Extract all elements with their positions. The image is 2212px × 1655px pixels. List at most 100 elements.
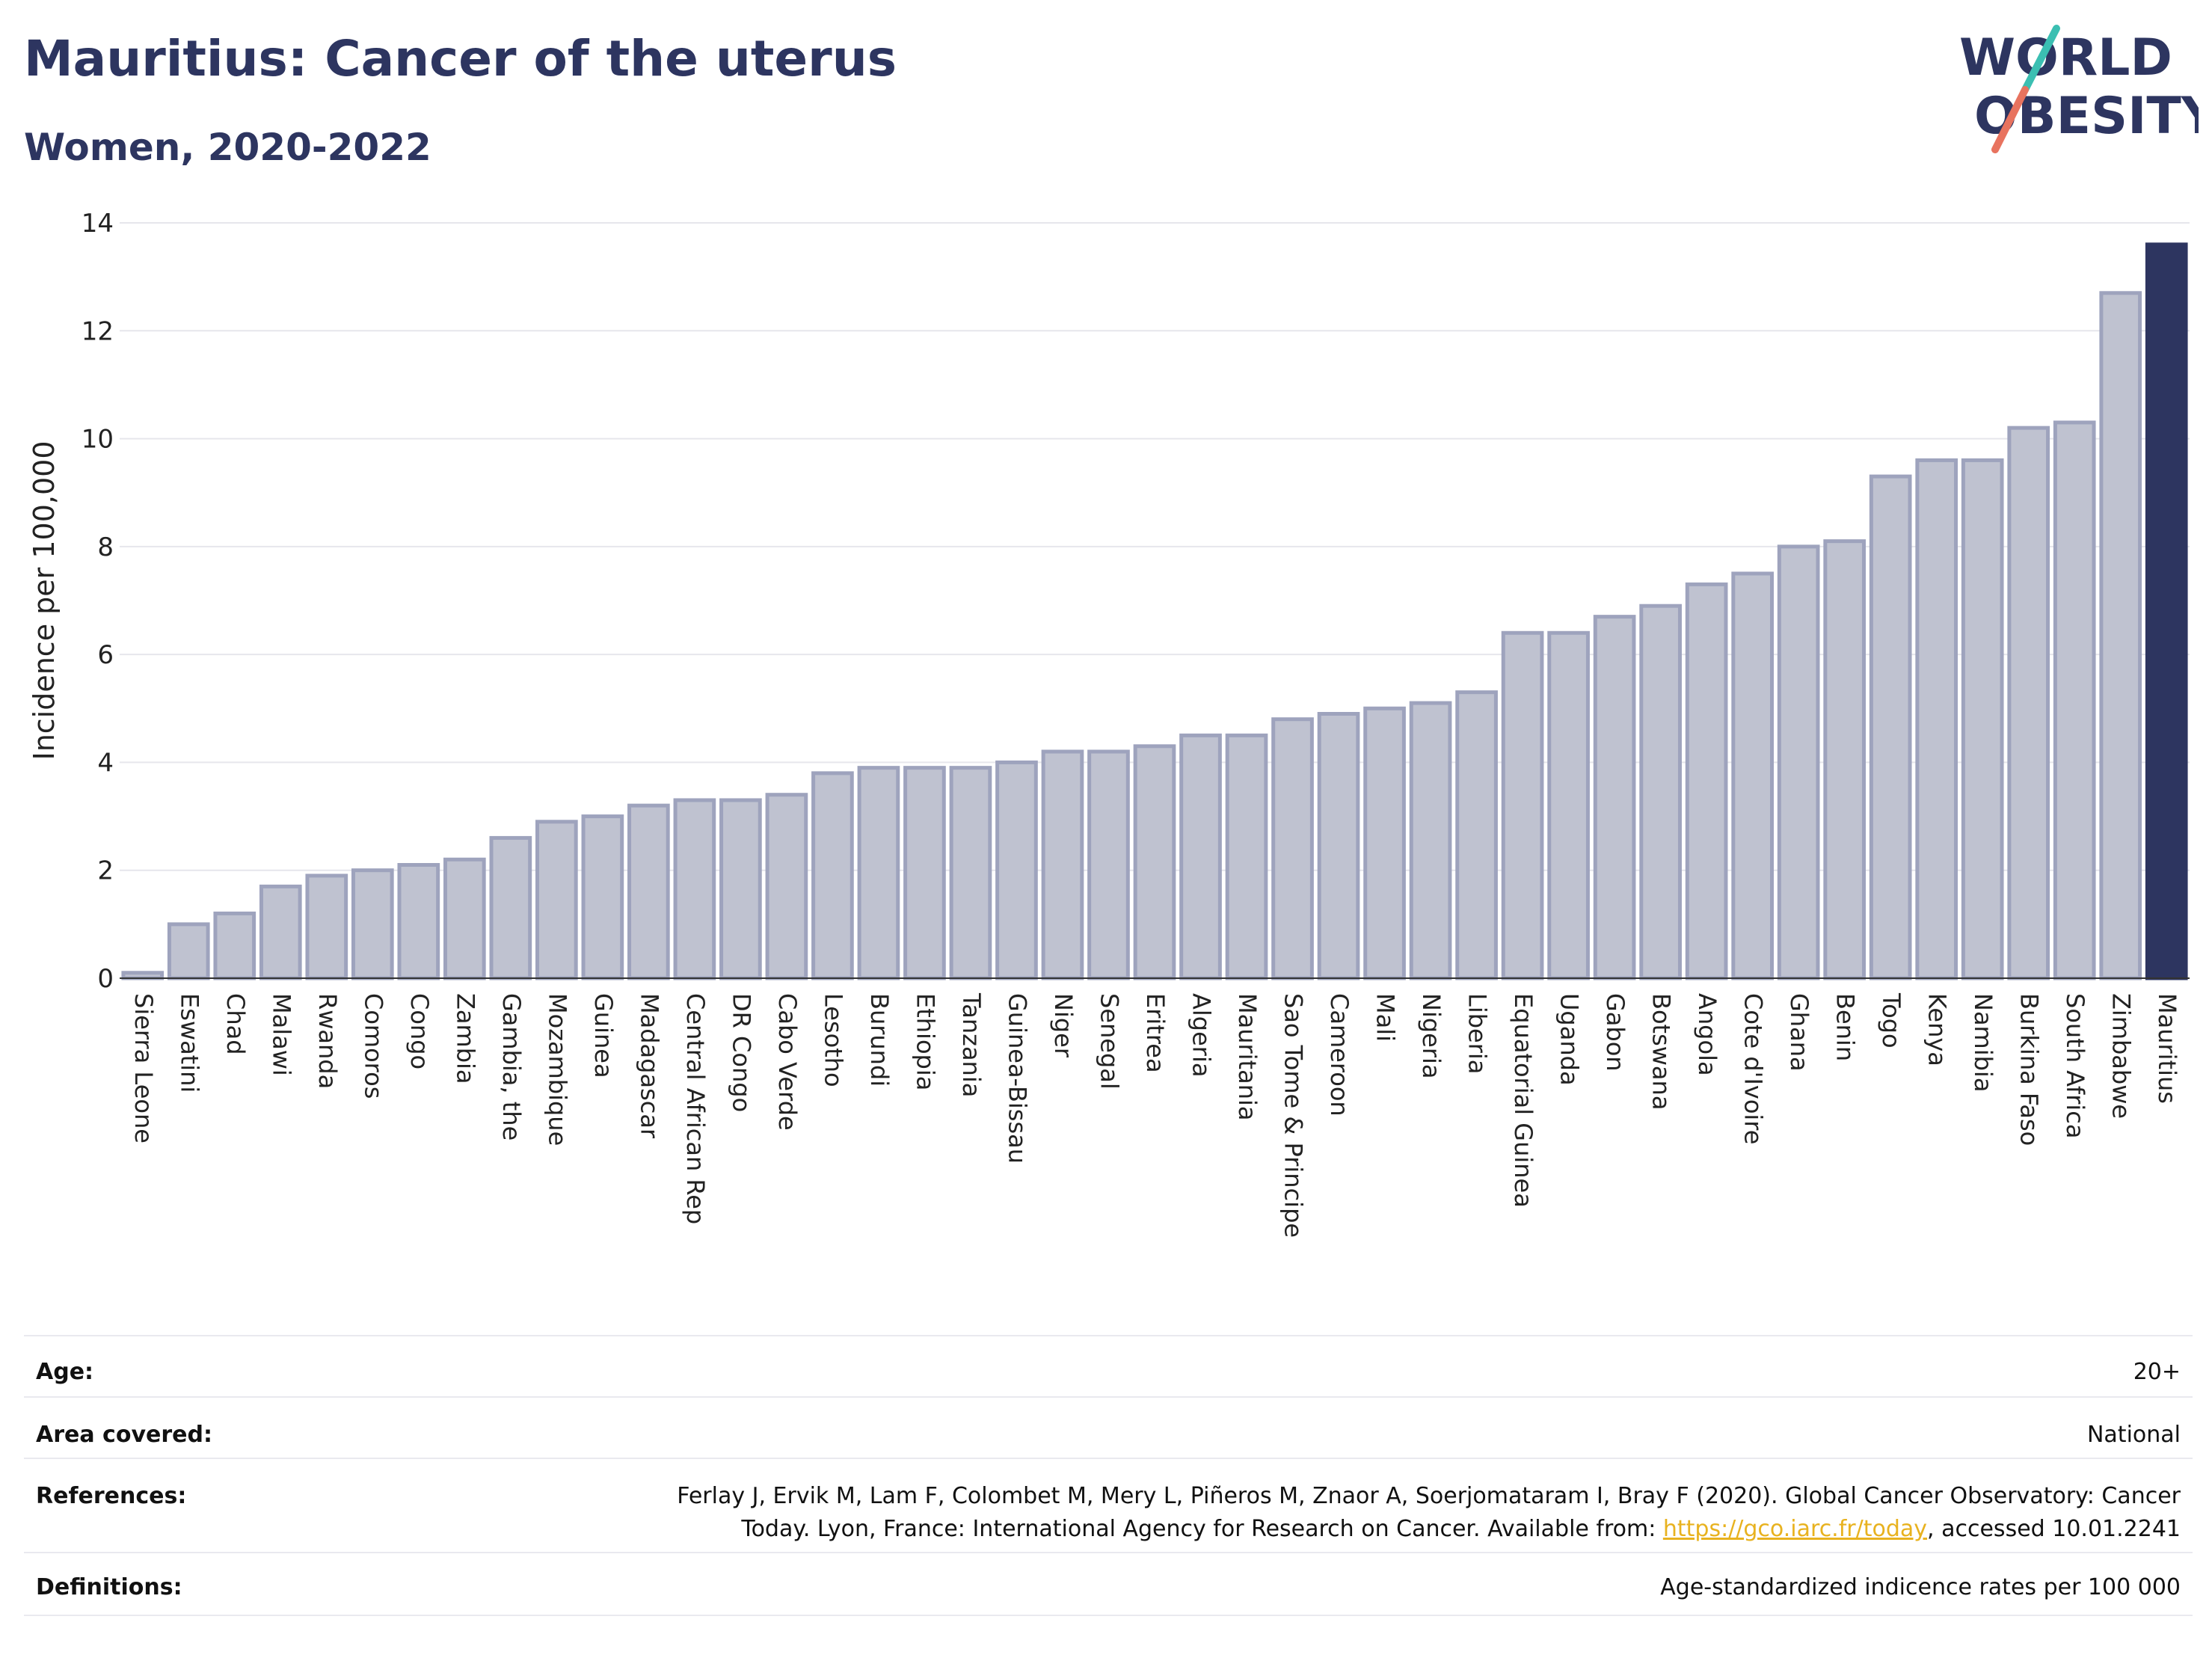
- category-label: Senegal: [1095, 993, 1123, 1090]
- category-label: Burundi: [865, 993, 894, 1087]
- age-value: 20+: [2133, 1359, 2181, 1385]
- definitions-value: Age-standardized indicence rates per 100…: [1660, 1574, 2181, 1600]
- page-title: Mauritius: Cancer of the uterus: [24, 30, 897, 87]
- bar-kenya: [1915, 458, 1958, 980]
- category-label: Guinea: [589, 993, 618, 1078]
- category-label: Congo: [405, 993, 434, 1069]
- bar-togo: [1869, 474, 1912, 980]
- category-label: Cabo Verde: [773, 993, 802, 1131]
- bar-senegal: [1087, 749, 1130, 980]
- bar-ethiopia: [903, 766, 946, 980]
- category-label: Equatorial Guinea: [1509, 993, 1537, 1208]
- category-label: Benin: [1831, 993, 1860, 1061]
- category-label: Central African Rep: [681, 993, 710, 1224]
- bar-benin: [1823, 539, 1867, 980]
- bar-mali: [1363, 706, 1406, 980]
- bar-zimbabwe: [2099, 291, 2142, 980]
- logo-slash-teal-icon: [2021, 25, 2060, 93]
- category-label: Liberia: [1463, 993, 1492, 1074]
- y-axis-label: Incidence per 100,000: [28, 440, 61, 760]
- y-tick-label: 8: [97, 532, 114, 562]
- bar-equatorial-guinea: [1501, 630, 1544, 980]
- references-link[interactable]: https://gco.iarc.fr/today: [1662, 1516, 1928, 1542]
- definitions-label: Definitions:: [36, 1574, 182, 1600]
- bar-mauritania: [1225, 733, 1268, 980]
- category-label: Algeria: [1188, 993, 1216, 1077]
- bar-sierra-leone: [121, 971, 165, 980]
- category-label: Tanzania: [957, 992, 986, 1097]
- bar-cote-d-ivoire: [1731, 571, 1774, 980]
- bar-uganda: [1547, 630, 1590, 980]
- category-label: Eritrea: [1141, 993, 1170, 1073]
- bar-tanzania: [949, 766, 992, 980]
- category-label: Malawi: [267, 993, 295, 1076]
- category-label: Ethiopia: [911, 993, 939, 1090]
- category-label: Angola: [1693, 993, 1721, 1076]
- bar-niger: [1041, 749, 1084, 980]
- bar-ghana: [1777, 544, 1820, 980]
- area-label: Area covered:: [36, 1422, 212, 1448]
- bar-nigeria: [1409, 701, 1452, 980]
- y-tick-label: 14: [82, 209, 114, 239]
- meta-row-age: Age: 20+: [24, 1335, 2193, 1398]
- y-tick-label: 10: [82, 425, 114, 455]
- bar-angola: [1685, 582, 1728, 980]
- area-value: National: [2086, 1422, 2181, 1448]
- bar-chart: 0 2 4 6 8 10 12 14 Incidence per 100,000 Sierra…: [28, 209, 2190, 1238]
- bar-burundi: [857, 766, 900, 980]
- bar-namibia: [1961, 458, 2004, 980]
- bar-botswana: [1639, 604, 1682, 980]
- category-label: Mauritius: [2153, 993, 2181, 1104]
- category-label: DR Congo: [727, 993, 755, 1112]
- meta-row-definitions: Definitions: Age-standardized indicence …: [24, 1552, 2193, 1616]
- bar-zambia: [443, 857, 486, 980]
- bar-cameroon: [1317, 712, 1360, 980]
- references-line2: Today. Lyon, France: International Agenc…: [677, 1513, 2181, 1546]
- category-label: Comoros: [359, 993, 387, 1099]
- bar-algeria: [1179, 733, 1222, 980]
- bar-gambia-the: [489, 835, 532, 980]
- references-value: Ferlay J, Ervik M, Lam F, Colombet M, Me…: [677, 1480, 2181, 1546]
- category-label: Zimbabwe: [2107, 993, 2136, 1119]
- category-label: Madagascar: [635, 993, 663, 1139]
- logo-line1: WORLD: [1959, 28, 2172, 87]
- bar-madagascar: [627, 803, 670, 980]
- y-tick-label: 6: [97, 640, 114, 670]
- references-line2-post: , accessed 10.01.2241: [1927, 1516, 2181, 1542]
- bar-south-africa: [2053, 420, 2096, 980]
- world-obesity-logo: WORLD OBESITY: [1959, 25, 2199, 153]
- bar-chad: [213, 911, 256, 980]
- bars: [121, 242, 2188, 980]
- bar-mozambique: [535, 820, 578, 980]
- references-line1: Ferlay J, Ervik M, Lam F, Colombet M, Me…: [677, 1483, 2181, 1509]
- category-label: Niger: [1049, 993, 1078, 1058]
- y-tick-label: 4: [97, 748, 114, 778]
- category-label: Ghana: [1785, 993, 1813, 1072]
- bar-eritrea: [1133, 744, 1176, 980]
- category-label: Uganda: [1555, 993, 1584, 1086]
- bar-rwanda: [305, 873, 348, 980]
- bar-lesotho: [811, 771, 854, 980]
- category-label: Togo: [1877, 992, 1905, 1048]
- age-label: Age:: [36, 1359, 94, 1385]
- category-labels: Sierra Leone Eswatini Chad Malawi Rwanda Como…: [129, 992, 2181, 1238]
- bar-comoros: [351, 868, 394, 980]
- bar-malawi: [259, 884, 302, 980]
- category-label: Sao Tome & Principe: [1279, 993, 1308, 1238]
- bar-burkina-faso: [2007, 426, 2050, 980]
- bar-congo: [397, 863, 440, 980]
- bar-central-african-rep: [673, 798, 716, 980]
- y-axis-ticks: 0 2 4 6 8 10 12 14: [82, 209, 114, 994]
- page-subtitle: Women, 2020-2022: [24, 126, 431, 169]
- category-label: Gambia, the: [497, 993, 526, 1140]
- category-label: Botswana: [1647, 993, 1676, 1110]
- bar-sao-tome-principe: [1271, 717, 1314, 980]
- category-label: Rwanda: [313, 993, 342, 1089]
- category-label: Eswatini: [175, 993, 203, 1093]
- metadata-table: Age: 20+ Area covered: National Referenc…: [24, 1335, 2193, 1619]
- bar-cabo-verde: [765, 793, 808, 980]
- category-label: Burkina Faso: [2015, 993, 2044, 1146]
- bar-guinea-bissau: [995, 760, 1038, 980]
- y-tick-label: 2: [97, 856, 114, 886]
- meta-row-references: References: Ferlay J, Ervik M, Lam F, Co…: [24, 1458, 2193, 1553]
